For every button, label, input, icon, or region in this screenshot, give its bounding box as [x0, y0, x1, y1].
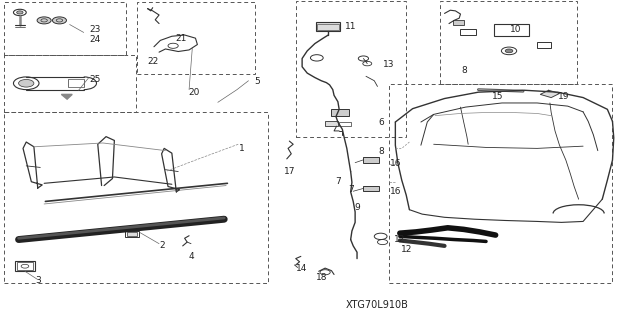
Bar — [15, 261, 35, 271]
Bar — [316, 22, 340, 31]
Text: 12: 12 — [401, 245, 413, 254]
Bar — [364, 157, 380, 163]
Text: 11: 11 — [345, 22, 356, 31]
Text: 5: 5 — [255, 77, 260, 86]
Text: 13: 13 — [383, 60, 395, 69]
Bar — [296, 1, 406, 137]
Bar — [138, 2, 255, 74]
Bar — [317, 24, 339, 30]
Bar — [339, 122, 351, 126]
Text: 22: 22 — [147, 57, 158, 66]
Circle shape — [37, 17, 51, 24]
Polygon shape — [61, 94, 72, 99]
Bar — [493, 24, 529, 36]
Text: 12: 12 — [394, 235, 405, 244]
Text: 1: 1 — [239, 144, 245, 153]
Text: 16: 16 — [390, 159, 401, 168]
Bar — [4, 2, 126, 55]
Text: 8: 8 — [461, 66, 467, 75]
Text: 3: 3 — [35, 276, 40, 285]
Bar — [389, 84, 612, 283]
Bar — [440, 1, 577, 84]
Text: 10: 10 — [509, 25, 521, 34]
Text: 8: 8 — [378, 147, 384, 156]
Text: 4: 4 — [188, 252, 194, 261]
Circle shape — [52, 17, 67, 24]
Bar — [332, 109, 349, 116]
Text: 24: 24 — [90, 35, 101, 44]
Circle shape — [19, 79, 34, 87]
Text: 6: 6 — [378, 117, 384, 127]
Text: XTG70L910B: XTG70L910B — [346, 300, 409, 310]
Text: 2: 2 — [159, 241, 165, 250]
Text: 21: 21 — [175, 34, 186, 43]
Bar — [325, 121, 338, 126]
Bar — [125, 231, 140, 237]
Bar — [68, 79, 84, 87]
Text: 20: 20 — [188, 88, 199, 97]
Text: 15: 15 — [492, 92, 503, 101]
Bar — [127, 232, 138, 236]
Text: 16: 16 — [390, 187, 401, 197]
Text: 9: 9 — [354, 203, 360, 211]
Text: 7: 7 — [335, 177, 340, 186]
Text: 23: 23 — [90, 26, 101, 34]
Bar — [4, 55, 136, 113]
Text: 18: 18 — [316, 273, 327, 282]
Text: 17: 17 — [284, 167, 295, 176]
Bar — [17, 263, 33, 270]
Bar — [4, 113, 268, 283]
Bar — [453, 20, 465, 25]
Text: 25: 25 — [90, 75, 101, 84]
Circle shape — [505, 49, 513, 53]
Circle shape — [17, 11, 23, 14]
Text: 14: 14 — [296, 263, 308, 273]
Bar — [537, 42, 551, 48]
Bar — [364, 186, 380, 191]
Polygon shape — [540, 90, 559, 98]
Bar — [461, 29, 476, 35]
Text: 19: 19 — [558, 92, 570, 101]
Text: 7: 7 — [348, 185, 353, 194]
